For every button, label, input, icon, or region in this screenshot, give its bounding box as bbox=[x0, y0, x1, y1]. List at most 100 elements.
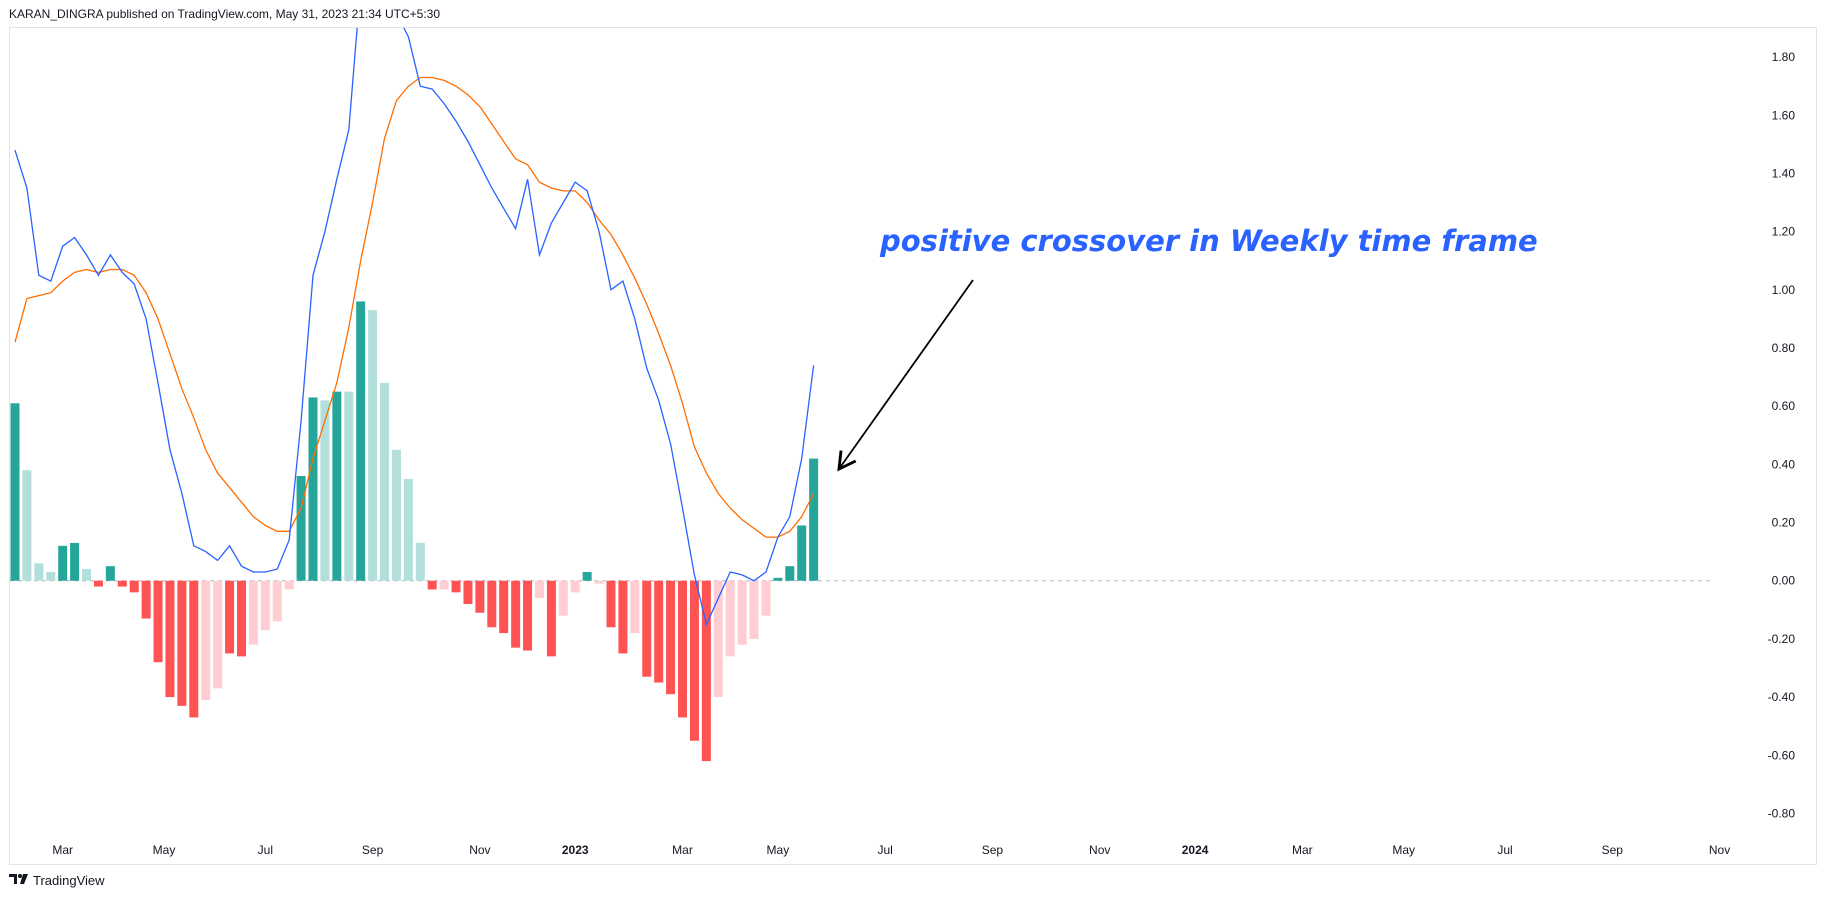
histogram-bar bbox=[499, 580, 509, 634]
y-tick-label: 0.20 bbox=[1772, 516, 1796, 530]
histogram-bar bbox=[475, 580, 485, 613]
histogram-bar bbox=[93, 580, 103, 587]
tradingview-logo-icon bbox=[9, 873, 29, 888]
histogram-bar bbox=[797, 525, 807, 581]
histogram-bar bbox=[773, 577, 783, 581]
histogram-bar bbox=[391, 449, 401, 581]
y-tick-label: -0.40 bbox=[1768, 690, 1796, 704]
x-tick-label: Nov bbox=[1709, 843, 1730, 857]
chart-frame bbox=[9, 27, 1817, 865]
x-tick-label: Jul bbox=[1497, 843, 1512, 857]
macd-line bbox=[14, 28, 815, 627]
x-tick-label: 2024 bbox=[1182, 843, 1209, 857]
histogram-bar bbox=[534, 580, 544, 599]
annotation-text: positive crossover in Weekly time frame bbox=[879, 224, 1538, 258]
histogram-bar bbox=[594, 580, 604, 584]
y-tick-label: 0.60 bbox=[1772, 399, 1796, 413]
histogram-bar bbox=[201, 580, 211, 700]
histogram-bar bbox=[225, 580, 235, 654]
x-tick-label: Sep bbox=[362, 843, 384, 857]
histogram-bar bbox=[10, 403, 20, 581]
histogram-bar bbox=[58, 545, 68, 581]
y-tick-label: -0.80 bbox=[1768, 806, 1796, 820]
histogram-bar bbox=[153, 580, 163, 663]
histogram-bar bbox=[761, 580, 771, 616]
y-tick-label: 1.40 bbox=[1772, 166, 1796, 180]
y-tick-label: 1.20 bbox=[1772, 225, 1796, 239]
y-tick-label: 1.60 bbox=[1772, 108, 1796, 122]
histogram-bar bbox=[380, 382, 390, 581]
histogram-bar bbox=[141, 580, 151, 619]
x-tick-label: Mar bbox=[1292, 843, 1313, 857]
histogram-bar bbox=[165, 580, 175, 698]
histogram-bar bbox=[284, 580, 294, 590]
histogram-bar bbox=[34, 563, 44, 581]
histogram-bar bbox=[749, 580, 759, 639]
histogram-bar bbox=[570, 580, 580, 593]
y-tick-label: 1.00 bbox=[1772, 283, 1796, 297]
histogram-bar bbox=[582, 572, 592, 581]
histogram-bar bbox=[546, 580, 556, 657]
histogram-bar bbox=[272, 580, 282, 622]
histogram-bar bbox=[654, 580, 664, 683]
signal-line bbox=[14, 76, 815, 538]
x-tick-label: Sep bbox=[982, 843, 1004, 857]
x-tick-label: May bbox=[153, 843, 176, 857]
x-tick-label: Mar bbox=[52, 843, 73, 857]
x-tick-label: May bbox=[1392, 843, 1415, 857]
histogram-bar bbox=[22, 470, 32, 581]
histogram-bar bbox=[511, 580, 521, 648]
histogram-bar bbox=[678, 580, 688, 718]
histogram-bar bbox=[725, 580, 735, 657]
x-axis: Mar May Jul Sep Nov 2023 Mar May Jul Sep Nov 2024 Ma… bbox=[52, 843, 1730, 857]
brand-name: TradingView bbox=[33, 873, 105, 888]
histogram-bar bbox=[332, 391, 342, 581]
histogram-bar bbox=[296, 476, 306, 581]
x-tick-label: Nov bbox=[469, 843, 490, 857]
histogram-bar bbox=[415, 542, 425, 581]
histogram-bar bbox=[785, 566, 795, 581]
histogram-bar bbox=[809, 458, 819, 581]
y-tick-label: 1.80 bbox=[1772, 50, 1796, 64]
histogram-bar bbox=[487, 580, 497, 628]
histogram-bar bbox=[129, 580, 139, 593]
histogram-bar bbox=[689, 580, 699, 741]
x-tick-label: May bbox=[767, 843, 790, 857]
histogram-bar bbox=[427, 580, 437, 590]
histogram-bar bbox=[606, 580, 616, 628]
histogram-bar bbox=[356, 301, 366, 581]
histogram-bar bbox=[189, 580, 199, 718]
histogram-bar bbox=[105, 566, 115, 581]
histogram-bar bbox=[737, 580, 747, 645]
footer: TradingView bbox=[9, 873, 105, 888]
histogram-bar bbox=[666, 580, 676, 695]
y-tick-label: 0.80 bbox=[1772, 341, 1796, 355]
histogram-bar bbox=[558, 580, 568, 616]
y-axis: 1.80 1.60 1.40 1.20 1.00 0.80 0.60 0.40 0.20 0.00… bbox=[1768, 50, 1796, 820]
macd-chart[interactable]: 1.80 1.60 1.40 1.20 1.00 0.80 0.60 0.40 0.20 0.00… bbox=[0, 0, 1834, 870]
histogram-bar bbox=[642, 580, 652, 677]
histogram-bar bbox=[523, 580, 533, 651]
histogram-bar bbox=[260, 580, 270, 631]
x-tick-label: Sep bbox=[1602, 843, 1624, 857]
y-tick-label: -0.60 bbox=[1768, 748, 1796, 762]
y-tick-label: -0.20 bbox=[1768, 632, 1796, 646]
histogram-bar bbox=[70, 542, 80, 581]
y-tick-label: 0.40 bbox=[1772, 457, 1796, 471]
histogram-bar bbox=[451, 580, 461, 593]
histogram-bar bbox=[177, 580, 187, 706]
histogram-bar bbox=[82, 569, 92, 581]
annotation-arrow bbox=[837, 279, 974, 472]
x-tick-label: Mar bbox=[672, 843, 693, 857]
histogram-bar bbox=[403, 478, 413, 581]
y-tick-label: 0.00 bbox=[1772, 574, 1796, 588]
x-tick-label: Jul bbox=[877, 843, 892, 857]
histogram-bar bbox=[236, 580, 246, 657]
histogram-bar bbox=[630, 580, 640, 634]
publisher-header: KARAN_DINGRA published on TradingView.co… bbox=[9, 7, 441, 21]
histogram-bar bbox=[344, 391, 354, 581]
histogram-bar bbox=[117, 580, 127, 587]
histogram-bar bbox=[618, 580, 628, 654]
histogram-bar bbox=[46, 572, 56, 581]
histogram-bar bbox=[248, 580, 258, 645]
